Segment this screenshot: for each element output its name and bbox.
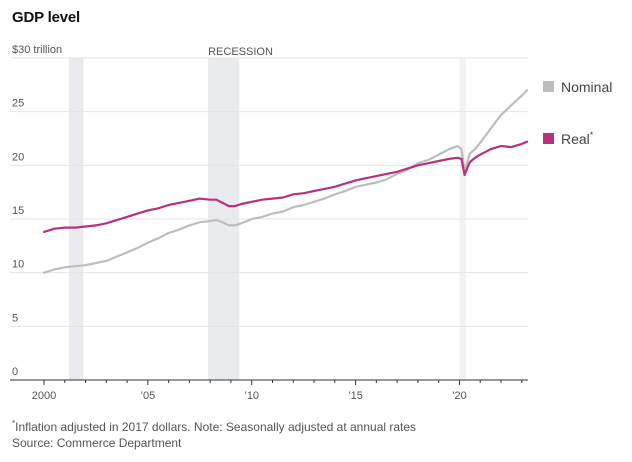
y-tick-label: 15 bbox=[12, 205, 24, 217]
gridlines bbox=[10, 57, 528, 327]
y-tick-label: 0 bbox=[12, 366, 18, 378]
y-tick-label: 5 bbox=[12, 312, 18, 324]
series-line-real bbox=[42, 140, 529, 233]
y-tick-label: 10 bbox=[12, 259, 24, 271]
legend-label-real: Real* bbox=[561, 130, 594, 147]
recession-label: RECESSION bbox=[208, 46, 273, 58]
y-tick-label: 25 bbox=[12, 98, 24, 110]
gdp-line-chart: RECESSION 0 5 10 15 20 25 $30 trillion 2000 ’05 ’… bbox=[10, 44, 612, 402]
legend-label-nominal: Nominal bbox=[561, 79, 612, 95]
footnote-note: *Inflation adjusted in 2017 dollars. Not… bbox=[12, 419, 417, 434]
x-tick-label: ’15 bbox=[348, 390, 363, 402]
legend-swatch-real bbox=[543, 133, 554, 144]
y-tick-label: 20 bbox=[12, 151, 24, 163]
x-tick-label: ’10 bbox=[244, 390, 259, 402]
legend-swatch-nominal bbox=[543, 81, 554, 92]
series-lines bbox=[42, 89, 529, 274]
x-tick-label: ’05 bbox=[141, 390, 156, 402]
x-tick-label: ’20 bbox=[452, 390, 467, 402]
source-note: Source: Commerce Department bbox=[12, 436, 182, 450]
legend-superscript: * bbox=[590, 130, 594, 140]
chart-title: GDP level bbox=[12, 9, 80, 26]
series-line-nominal bbox=[42, 89, 529, 274]
axes: 0 5 10 15 20 25 $30 trillion 2000 ’05 ’10 ’15 ’20 bbox=[10, 44, 528, 402]
legend: Nominal Real* bbox=[543, 79, 612, 147]
y-tick-label: $30 trillion bbox=[12, 44, 62, 56]
footnote-block: *Inflation adjusted in 2017 dollars. Not… bbox=[12, 416, 416, 451]
x-tick-label: 2000 bbox=[32, 390, 56, 402]
recession-bands: RECESSION bbox=[68, 46, 466, 380]
